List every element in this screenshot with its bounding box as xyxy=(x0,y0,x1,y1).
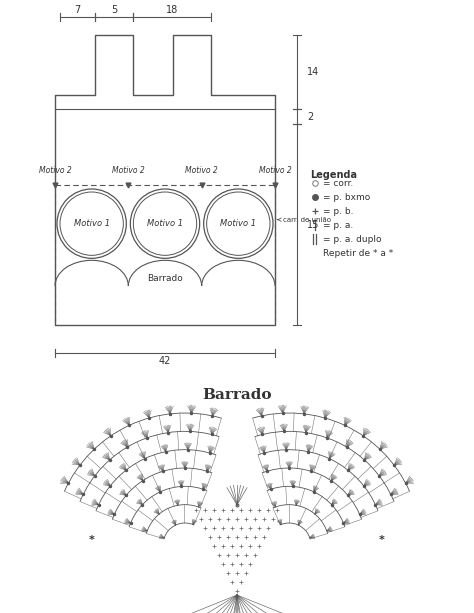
Text: *: * xyxy=(89,535,95,545)
Text: 7: 7 xyxy=(74,5,81,15)
Text: 15: 15 xyxy=(307,219,319,229)
Text: = p. bxmo: = p. bxmo xyxy=(323,192,370,202)
Text: = corr.: = corr. xyxy=(323,178,353,188)
Text: Motivo 1: Motivo 1 xyxy=(220,219,256,228)
Text: carr. de união: carr. de união xyxy=(277,216,331,223)
Text: Motivo 2: Motivo 2 xyxy=(185,166,218,175)
Text: Barrado: Barrado xyxy=(202,388,272,402)
Text: Motivo 1: Motivo 1 xyxy=(147,219,183,228)
Text: Motivo 2: Motivo 2 xyxy=(38,166,72,175)
Text: 5: 5 xyxy=(111,5,117,15)
Text: *: * xyxy=(379,535,385,545)
Text: Motivo 1: Motivo 1 xyxy=(73,219,109,228)
Text: Legenda: Legenda xyxy=(310,170,357,180)
Text: Motivo 2: Motivo 2 xyxy=(259,166,292,175)
Text: Motivo 2: Motivo 2 xyxy=(112,166,145,175)
Text: = p. a. duplo: = p. a. duplo xyxy=(323,235,382,243)
Text: = p. b.: = p. b. xyxy=(323,207,354,216)
Text: 42: 42 xyxy=(159,356,171,366)
Text: 18: 18 xyxy=(166,5,178,15)
Text: Repetir de * a *: Repetir de * a * xyxy=(323,248,393,257)
Text: = p. a.: = p. a. xyxy=(323,221,353,229)
Text: 14: 14 xyxy=(307,67,319,77)
Text: Barrado: Barrado xyxy=(147,274,183,283)
Text: 2: 2 xyxy=(307,112,313,121)
